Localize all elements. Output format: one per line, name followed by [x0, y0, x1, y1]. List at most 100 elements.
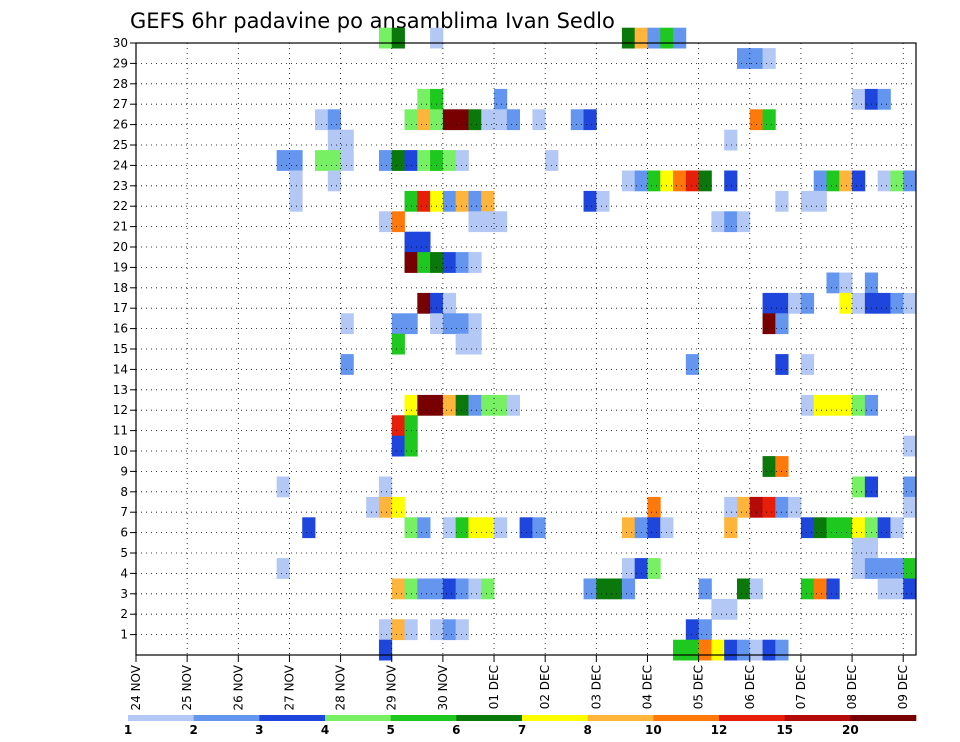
- precip-cell: [391, 435, 405, 457]
- precip-cell: [852, 476, 866, 498]
- grid-lines: [136, 42, 916, 655]
- precip-cell: [327, 109, 341, 131]
- precip-cell: [378, 619, 393, 641]
- precip-cell: [442, 619, 457, 641]
- precip-cell: [839, 170, 853, 192]
- x-tick-label: 25 NOV: [180, 664, 194, 710]
- precip-cell: [455, 190, 469, 212]
- precip-cell: [583, 109, 597, 131]
- precip-cell: [289, 170, 303, 192]
- precip-cell: [877, 517, 891, 539]
- precip-cell: [660, 517, 674, 539]
- precip-cell: [455, 109, 469, 131]
- precip-cell: [749, 48, 763, 69]
- precip-cell: [852, 537, 866, 559]
- precip-cell: [391, 313, 405, 335]
- precip-cell: [532, 517, 546, 539]
- precip-cell: [442, 109, 457, 131]
- precip-cell: [903, 170, 917, 192]
- y-tick-label: 16: [113, 322, 128, 336]
- heatmap-cells: [276, 27, 917, 661]
- legend-swatch: [456, 715, 523, 721]
- precip-cell: [378, 27, 393, 49]
- precip-cell: [762, 109, 776, 131]
- precip-cell: [647, 558, 661, 579]
- precip-cell: [711, 598, 725, 620]
- precip-cell: [864, 272, 879, 294]
- legend-swatch: [390, 715, 457, 721]
- precip-cell: [532, 109, 546, 131]
- precip-cell: [404, 313, 418, 335]
- precip-cell: [391, 150, 405, 171]
- precip-cell: [826, 517, 840, 539]
- precip-cell: [340, 129, 354, 151]
- precip-cell: [417, 150, 431, 171]
- precip-cell: [442, 394, 457, 416]
- x-tick-label: 24 NOV: [129, 664, 143, 710]
- precip-cell: [609, 578, 623, 600]
- precip-cell: [864, 517, 879, 539]
- precip-cell: [890, 292, 904, 314]
- y-tick-label: 22: [113, 199, 128, 213]
- legend-swatch: [719, 715, 785, 721]
- precip-cell: [826, 272, 840, 294]
- precip-cell: [711, 639, 725, 661]
- x-tick-label: 08 DEC: [845, 665, 859, 709]
- precip-cell: [340, 150, 354, 171]
- precip-cell: [455, 517, 469, 539]
- precip-cell: [391, 496, 405, 518]
- precip-cell: [800, 394, 815, 416]
- precip-cell: [417, 109, 431, 131]
- precip-cell: [660, 170, 674, 192]
- precip-cell: [724, 598, 738, 620]
- precip-cell: [813, 394, 827, 416]
- precip-cell: [749, 109, 763, 131]
- precip-cell: [404, 619, 418, 641]
- precip-cell: [391, 578, 405, 600]
- x-tick-label: 05 DEC: [692, 665, 706, 709]
- precip-cell: [378, 211, 393, 233]
- precip-cell: [468, 578, 482, 600]
- precip-cell: [813, 190, 827, 212]
- precip-cell: [468, 517, 482, 539]
- precip-cell: [762, 639, 776, 661]
- precip-cell: [430, 150, 444, 171]
- precip-cell: [468, 394, 482, 416]
- precip-cell: [864, 394, 879, 416]
- x-tick-label: 02 DEC: [538, 665, 552, 709]
- x-tick-label: 30 NOV: [436, 664, 450, 710]
- precip-cell: [455, 252, 469, 273]
- y-tick-label: 1: [120, 628, 128, 642]
- y-tick-label: 8: [120, 485, 128, 499]
- precip-cell: [494, 109, 508, 131]
- precip-cell: [494, 394, 508, 416]
- legend-label: 3: [255, 723, 263, 737]
- precip-cell: [634, 27, 648, 49]
- precip-cell: [647, 170, 661, 192]
- precip-cell: [890, 558, 904, 579]
- precip-cell: [417, 578, 431, 600]
- precip-cell: [276, 558, 290, 579]
- legend-label: 8: [583, 723, 591, 737]
- legend-label: 12: [711, 723, 728, 737]
- precip-cell: [404, 150, 418, 171]
- x-axis: 24 NOV 25 NOV 26 NOV 27 NOV 28 NOV 29 NOV 30 N…: [129, 655, 910, 711]
- x-tick-label: 28 NOV: [334, 664, 348, 710]
- precip-cell: [430, 313, 444, 335]
- precip-cell: [877, 292, 891, 314]
- legend-label: 10: [645, 723, 662, 737]
- legend-swatch: [850, 715, 917, 721]
- precip-cell: [852, 170, 866, 192]
- precip-cell: [749, 496, 763, 518]
- precip-cell: [685, 354, 700, 375]
- y-axis: 1234567891011121314151617181920212223242…: [113, 36, 136, 642]
- precip-cell: [481, 109, 495, 131]
- precip-cell: [852, 88, 866, 110]
- precip-cell: [404, 190, 418, 212]
- precip-cell: [864, 476, 879, 498]
- precip-cell: [890, 578, 904, 600]
- precip-cell: [340, 313, 354, 335]
- precip-cell: [736, 48, 751, 69]
- precip-cell: [583, 578, 597, 600]
- precip-cell: [724, 211, 738, 233]
